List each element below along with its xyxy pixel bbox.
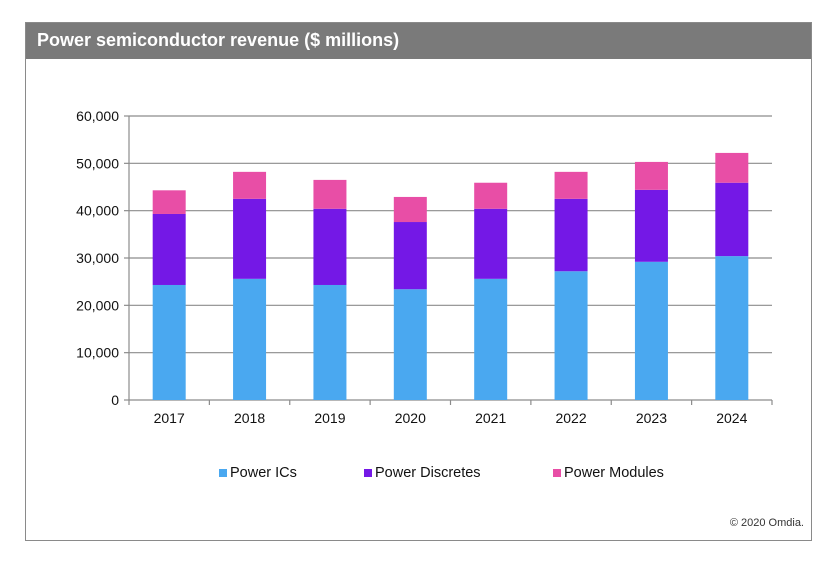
- x-tick-label: 2017: [154, 410, 185, 426]
- bar-power-modules-2017: [152, 190, 186, 214]
- chart-title: Power semiconductor revenue ($ millions): [37, 30, 400, 50]
- bar-power-discretes-2020: [393, 222, 427, 290]
- bar-power-ics-2024: [715, 256, 749, 400]
- bar-power-modules-2024: [715, 152, 749, 183]
- y-tick-label: 10,000: [76, 345, 119, 361]
- legend-swatch-power-discretes: [364, 469, 372, 477]
- bar-power-ics-2020: [393, 289, 427, 400]
- legend-item-power-discretes: Power Discretes: [364, 465, 481, 481]
- bar-power-modules-2020: [393, 196, 427, 223]
- bar-power-modules-2023: [634, 161, 668, 190]
- bar-power-discretes-2021: [474, 208, 508, 279]
- copyright-credit: © 2020 Omdia.: [729, 517, 804, 529]
- legend-item-power-ics: Power ICs: [219, 465, 297, 481]
- bar-power-discretes-2017: [152, 213, 186, 285]
- bar-power-discretes-2023: [634, 189, 668, 262]
- bar-power-ics-2021: [474, 278, 508, 400]
- x-tick-label: 2019: [314, 410, 345, 426]
- legend-item-power-modules: Power Modules: [553, 465, 664, 481]
- x-tick-label: 2022: [555, 410, 586, 426]
- bar-power-modules-2021: [474, 182, 508, 209]
- y-tick-label: 20,000: [76, 297, 119, 313]
- bar-power-discretes-2019: [313, 208, 347, 285]
- bar-power-modules-2022: [554, 171, 588, 199]
- y-tick-label: 40,000: [76, 203, 119, 219]
- y-tick-label: 50,000: [76, 155, 119, 171]
- x-tick-label: 2024: [716, 410, 747, 426]
- legend-label: Power Discretes: [375, 465, 481, 481]
- bar-power-discretes-2018: [233, 198, 267, 279]
- bar-power-discretes-2024: [715, 182, 749, 257]
- x-tick-label: 2021: [475, 410, 506, 426]
- x-tick-label: 2023: [636, 410, 667, 426]
- y-tick-label: 30,000: [76, 250, 119, 266]
- legend-swatch-power-modules: [553, 469, 561, 477]
- legend-label: Power Modules: [564, 465, 664, 481]
- bar-power-modules-2018: [233, 171, 267, 199]
- x-tick-label: 2018: [234, 410, 265, 426]
- bar-power-ics-2017: [152, 284, 186, 400]
- bar-power-ics-2019: [313, 284, 347, 400]
- y-tick-label: 60,000: [76, 108, 119, 124]
- legend-swatch-power-ics: [219, 469, 227, 477]
- y-tick-label: 0: [111, 392, 119, 408]
- legend: Power ICs Power Discretes Power Modules: [0, 465, 839, 485]
- bar-power-ics-2023: [634, 261, 668, 400]
- bar-power-ics-2018: [233, 278, 267, 400]
- bar-power-discretes-2022: [554, 198, 588, 272]
- bar-power-modules-2019: [313, 179, 347, 209]
- legend-label: Power ICs: [230, 465, 297, 481]
- x-tick-label: 2020: [395, 410, 426, 426]
- bar-power-ics-2022: [554, 271, 588, 400]
- title-bar: Power semiconductor revenue ($ millions): [26, 23, 811, 59]
